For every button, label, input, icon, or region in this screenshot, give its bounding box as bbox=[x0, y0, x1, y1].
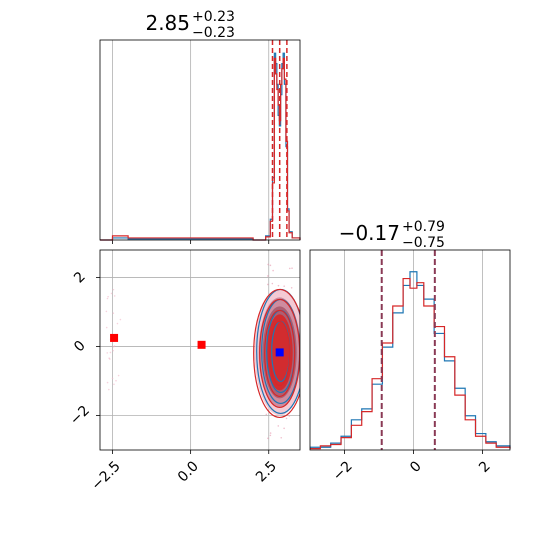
sample-point bbox=[119, 318, 122, 321]
panel-frame bbox=[99, 249, 301, 451]
sample-point bbox=[111, 377, 114, 380]
histogram-series-2 bbox=[100, 57, 301, 241]
sample-point bbox=[271, 282, 274, 285]
sample-point bbox=[277, 425, 280, 427]
x-tick-label: −2 bbox=[330, 458, 356, 484]
sample-point bbox=[267, 263, 269, 266]
title-lower-error: −0.75 bbox=[402, 235, 445, 251]
sample-point bbox=[106, 297, 109, 300]
title-upper-error: +0.23 bbox=[192, 9, 235, 25]
sample-point bbox=[113, 345, 116, 347]
marker-1 bbox=[110, 333, 119, 342]
marginal-top-panel: 2.85 +0.23−0.23 bbox=[99, 9, 301, 244]
title-value: −0.17 bbox=[339, 221, 400, 245]
sample-point bbox=[116, 322, 119, 325]
sample-point bbox=[105, 326, 108, 329]
contour-red-4 bbox=[269, 320, 291, 387]
sample-point bbox=[113, 295, 116, 297]
contour-red-1 bbox=[253, 288, 300, 418]
sample-point bbox=[109, 351, 112, 354]
sample-point bbox=[277, 284, 280, 287]
sample-point bbox=[267, 275, 269, 277]
sample-point bbox=[269, 432, 272, 434]
sample-point bbox=[106, 352, 109, 354]
histogram-series-2 bbox=[310, 277, 511, 450]
density-contours bbox=[105, 263, 300, 440]
sample-point bbox=[108, 388, 110, 391]
sample-point bbox=[113, 383, 115, 386]
sample-point bbox=[267, 437, 269, 440]
sample-point bbox=[288, 267, 291, 270]
sample-point bbox=[288, 415, 291, 417]
y-tick-label: 0 bbox=[71, 338, 89, 356]
y-tick-label: 2 bbox=[71, 269, 89, 287]
sample-point bbox=[290, 286, 293, 289]
sample-point bbox=[283, 285, 285, 287]
contour-red-3 bbox=[264, 309, 296, 398]
sample-point bbox=[269, 434, 272, 437]
title-value: 2.85 bbox=[145, 11, 190, 35]
x-tick-label: 2.5 bbox=[253, 458, 280, 485]
panel-title: 2.85 +0.23−0.23 bbox=[145, 9, 234, 41]
joint-2d-panel: −2.5 0.0 2.5 −2 0 2 bbox=[67, 249, 301, 494]
sample-point bbox=[269, 264, 272, 267]
sample-point bbox=[106, 381, 109, 384]
sample-point bbox=[285, 417, 288, 420]
sample-point bbox=[283, 427, 285, 430]
sample-point bbox=[272, 269, 274, 272]
title-upper-error: +0.79 bbox=[402, 219, 445, 235]
sample-point bbox=[115, 379, 117, 382]
panel-frame bbox=[99, 39, 301, 241]
sample-point bbox=[280, 436, 283, 439]
sample-point bbox=[108, 357, 110, 360]
sample-point bbox=[112, 288, 115, 291]
sample-point bbox=[265, 413, 268, 416]
sample-point bbox=[267, 283, 269, 286]
x-tick-label: 0 bbox=[407, 458, 425, 476]
sample-point bbox=[105, 310, 108, 313]
sample-point bbox=[112, 312, 115, 315]
marginal-right-panel: −2 0 2 −0.17 +0.79−0.75 bbox=[309, 219, 511, 484]
marker-3 bbox=[275, 348, 284, 357]
panel-title: −0.17 +0.79−0.75 bbox=[339, 219, 445, 251]
sample-point bbox=[291, 267, 293, 269]
marker-2 bbox=[197, 340, 206, 349]
histogram-series-1 bbox=[100, 52, 301, 241]
sample-point bbox=[112, 349, 114, 352]
x-tick-label: 2 bbox=[476, 458, 494, 476]
y-tick-label: −2 bbox=[67, 403, 93, 429]
x-tick-label: 0.0 bbox=[175, 458, 202, 485]
histogram-series-1 bbox=[310, 271, 511, 449]
x-tick-label: −2.5 bbox=[88, 458, 123, 493]
panel-frame bbox=[309, 249, 511, 451]
sample-point bbox=[117, 374, 120, 377]
sample-point bbox=[110, 292, 113, 295]
title-lower-error: −0.23 bbox=[192, 25, 235, 41]
sample-point bbox=[107, 295, 109, 298]
